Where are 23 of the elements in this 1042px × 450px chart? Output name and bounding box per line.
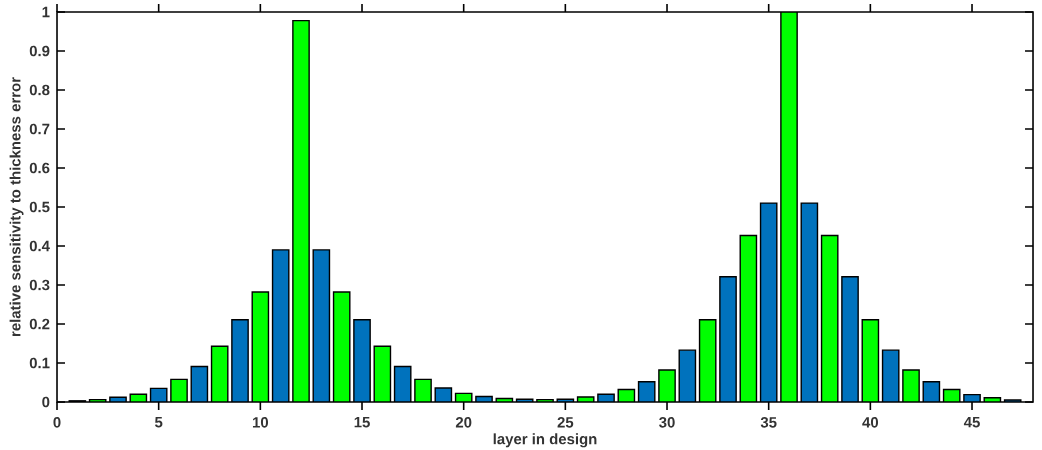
x-tick-label: 45 xyxy=(963,417,980,428)
y-tick-label: 0.1 xyxy=(29,357,50,369)
y-tick-label: 0.2 xyxy=(29,318,50,330)
x-tick-label: 5 xyxy=(154,417,163,428)
x-tick-label: 0 xyxy=(53,417,61,428)
x-tick-label: 15 xyxy=(354,417,370,428)
y-tick-label: 0.5 xyxy=(29,201,50,213)
y-tick-label: 0.3 xyxy=(29,279,50,291)
x-tick-label: 20 xyxy=(455,417,472,428)
y-tick-label: 0 xyxy=(42,396,50,408)
y-axis-title: relative sensitivity to thickness error xyxy=(9,77,24,336)
y-tick-label: 1 xyxy=(42,6,50,18)
x-tick-label: 30 xyxy=(659,417,675,428)
x-axis-title: layer in design xyxy=(493,433,597,448)
y-tick-label: 0.9 xyxy=(29,45,50,57)
y-tick-label: 0.4 xyxy=(29,240,50,252)
x-tick-label: 40 xyxy=(862,417,879,428)
x-tick-label: 10 xyxy=(252,417,269,428)
x-tick-label: 35 xyxy=(760,417,777,428)
y-tick-label: 0.7 xyxy=(29,123,50,135)
x-tick-label: 25 xyxy=(557,417,574,428)
y-tick-label: 0.6 xyxy=(29,162,50,174)
y-tick-label: 0.8 xyxy=(29,84,50,96)
